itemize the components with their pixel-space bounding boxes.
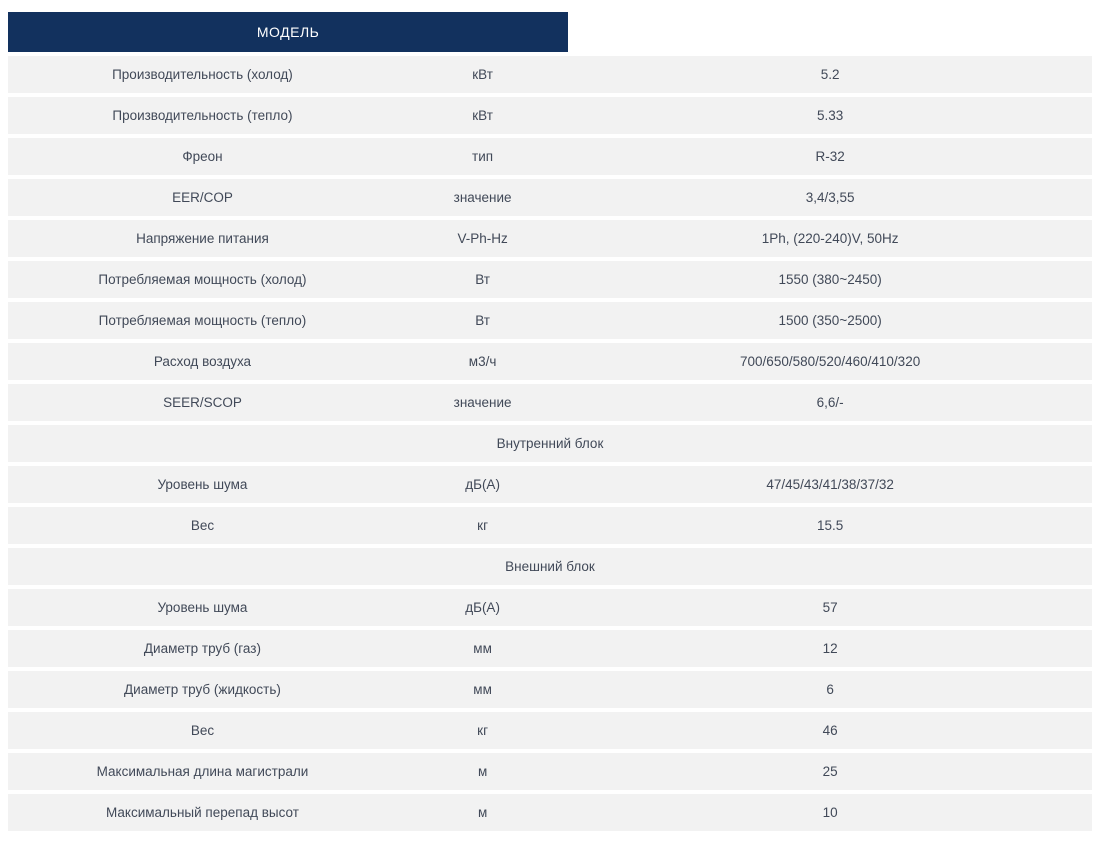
table-header-row: МОДЕЛЬ GEH18AA-K6DNA1F <box>8 12 1092 52</box>
spec-value: 12 <box>568 630 1092 667</box>
spec-label: Максимальная длина магистрали <box>8 753 397 790</box>
table-row: SEER/SCOPзначение6,6/- <box>8 384 1092 421</box>
spec-value: 15.5 <box>568 507 1092 544</box>
spec-label: Производительность (тепло) <box>8 97 397 134</box>
section-label: Внешний блок <box>8 548 1092 585</box>
spec-unit: значение <box>397 384 568 421</box>
spec-value: 46 <box>568 712 1092 749</box>
spec-value: 1500 (350~2500) <box>568 302 1092 339</box>
spec-value: 3,4/3,55 <box>568 179 1092 216</box>
table-row: Максимальная длина магистралим25 <box>8 753 1092 790</box>
table-row: ФреонтипR-32 <box>8 138 1092 175</box>
spec-unit: Вт <box>397 261 568 298</box>
spec-value: 1Ph, (220-240)V, 50Hz <box>568 220 1092 257</box>
spec-unit: кг <box>397 507 568 544</box>
table-row: Потребляемая мощность (тепло)Вт1500 (350… <box>8 302 1092 339</box>
spec-label: Диаметр труб (жидкость) <box>8 671 397 708</box>
spec-label: Фреон <box>8 138 397 175</box>
table-row: Вескг46 <box>8 712 1092 749</box>
table-row: Диаметр труб (газ)мм12 <box>8 630 1092 667</box>
spec-unit: м <box>397 753 568 790</box>
spec-table: МОДЕЛЬ GEH18AA-K6DNA1F Производительност… <box>8 8 1092 835</box>
spec-unit: кг <box>397 712 568 749</box>
spec-unit: V-Ph-Hz <box>397 220 568 257</box>
spec-unit: Вт <box>397 302 568 339</box>
table-row: Уровень шумадБ(A)57 <box>8 589 1092 626</box>
spec-unit: м3/ч <box>397 343 568 380</box>
table-row: Вескг15.5 <box>8 507 1092 544</box>
header-model: МОДЕЛЬ <box>8 12 568 52</box>
spec-value: 57 <box>568 589 1092 626</box>
spec-unit: дБ(A) <box>397 589 568 626</box>
table-row: Диаметр труб (жидкость)мм6 <box>8 671 1092 708</box>
table-row: Потребляемая мощность (холод)Вт1550 (380… <box>8 261 1092 298</box>
section-row: Внутренний блок <box>8 425 1092 462</box>
spec-label: Напряжение питания <box>8 220 397 257</box>
spec-label: Вес <box>8 712 397 749</box>
spec-label: Производительность (холод) <box>8 56 397 93</box>
spec-label: Уровень шума <box>8 466 397 503</box>
spec-value: 47/45/43/41/38/37/32 <box>568 466 1092 503</box>
spec-label: Потребляемая мощность (холод) <box>8 261 397 298</box>
table-row: EER/COPзначение3,4/3,55 <box>8 179 1092 216</box>
spec-label: Потребляемая мощность (тепло) <box>8 302 397 339</box>
table-row: Производительность (тепло)кВт5.33 <box>8 97 1092 134</box>
spec-value: 6 <box>568 671 1092 708</box>
table-row: Расход воздухам3/ч700/650/580/520/460/41… <box>8 343 1092 380</box>
spec-value: 25 <box>568 753 1092 790</box>
spec-value: 5.2 <box>568 56 1092 93</box>
spec-unit: м <box>397 794 568 831</box>
spec-label: Расход воздуха <box>8 343 397 380</box>
spec-value: 700/650/580/520/460/410/320 <box>568 343 1092 380</box>
spec-label: Диаметр труб (газ) <box>8 630 397 667</box>
spec-value: 10 <box>568 794 1092 831</box>
spec-value: 6,6/- <box>568 384 1092 421</box>
header-product: GEH18AA-K6DNA1F <box>568 12 1092 52</box>
spec-unit: кВт <box>397 56 568 93</box>
spec-unit: мм <box>397 630 568 667</box>
spec-value: R-32 <box>568 138 1092 175</box>
spec-unit: дБ(A) <box>397 466 568 503</box>
spec-unit: тип <box>397 138 568 175</box>
table-row: Напряжение питанияV-Ph-Hz1Ph, (220-240)V… <box>8 220 1092 257</box>
spec-unit: мм <box>397 671 568 708</box>
spec-unit: кВт <box>397 97 568 134</box>
spec-label: EER/COP <box>8 179 397 216</box>
spec-label: Уровень шума <box>8 589 397 626</box>
table-row: Производительность (холод)кВт5.2 <box>8 56 1092 93</box>
section-label: Внутренний блок <box>8 425 1092 462</box>
spec-value: 5.33 <box>568 97 1092 134</box>
table-row: Максимальный перепад высотм10 <box>8 794 1092 831</box>
spec-label: Вес <box>8 507 397 544</box>
section-row: Внешний блок <box>8 548 1092 585</box>
table-row: Уровень шумадБ(A)47/45/43/41/38/37/32 <box>8 466 1092 503</box>
spec-label: SEER/SCOP <box>8 384 397 421</box>
spec-unit: значение <box>397 179 568 216</box>
spec-label: Максимальный перепад высот <box>8 794 397 831</box>
spec-value: 1550 (380~2450) <box>568 261 1092 298</box>
